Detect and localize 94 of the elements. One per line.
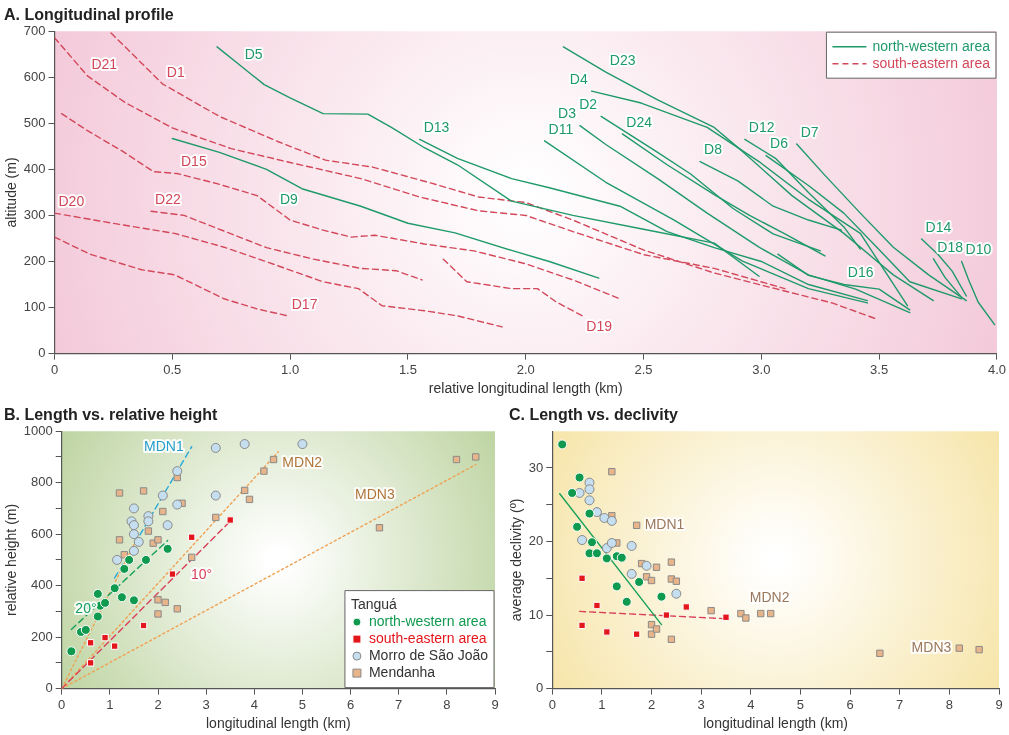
annotation: D10 xyxy=(965,241,992,258)
annotation: D23 xyxy=(609,52,636,69)
annotation: D3 xyxy=(558,105,577,122)
chart-title: B. Length vs. relative height xyxy=(4,406,219,424)
x-tick-label: 8 xyxy=(945,696,953,712)
annotation: MDN1 xyxy=(644,516,685,533)
annotation: 20° xyxy=(75,600,97,617)
annotation: MDN3 xyxy=(355,486,395,503)
annotation: D6 xyxy=(770,135,789,152)
legend-label: south-eastern area xyxy=(368,629,487,646)
annotation: D15 xyxy=(181,153,207,170)
x-axis-title: longitudinal length (km) xyxy=(205,715,351,732)
y-tick-label: 0 xyxy=(536,680,544,696)
x-tick-label: 7 xyxy=(896,696,904,712)
annotation: MDN2 xyxy=(282,453,323,470)
y-tick-label: 600 xyxy=(23,68,46,84)
annotation: D5 xyxy=(244,45,263,62)
x-tick-label: 6 xyxy=(346,696,355,712)
y-tick-label: 100 xyxy=(23,299,46,315)
y-axis-title: altitude (m) xyxy=(3,157,20,228)
annotation: D4 xyxy=(569,70,588,87)
x-axis-title: relative longitudinal length (km) xyxy=(428,380,623,397)
legend-label: north-western area xyxy=(368,612,487,629)
y-tick-label: 800 xyxy=(31,474,53,490)
legend-label: Mendanha xyxy=(368,663,436,680)
y-tick-label: 1000 xyxy=(23,422,53,438)
x-tick-label: 9 xyxy=(491,696,499,712)
annotation: D20 xyxy=(58,192,85,209)
y-tick-label: 300 xyxy=(23,207,46,223)
annotation: D9 xyxy=(279,190,299,207)
x-tick-label: 0 xyxy=(548,696,556,712)
chart-title: C. Length vs. declivity xyxy=(509,406,679,424)
x-tick-label: 4.0 xyxy=(987,361,1006,377)
x-tick-label: 1.5 xyxy=(398,361,417,377)
x-tick-label: 1 xyxy=(598,696,606,712)
x-tick-label: 3.0 xyxy=(752,361,771,377)
y-tick-label: 0 xyxy=(45,680,53,696)
annotation: D22 xyxy=(155,191,181,208)
y-tick-label: 600 xyxy=(31,525,53,541)
x-tick-label: 3 xyxy=(697,696,705,712)
annotation: D12 xyxy=(748,119,775,136)
x-tick-label: 3 xyxy=(202,696,210,712)
legend-title: Tanguá xyxy=(350,595,398,612)
legend-label: Morro de São João xyxy=(368,646,489,663)
x-tick-label: 5 xyxy=(298,696,307,712)
x-tick-label: 1 xyxy=(106,696,114,712)
annotation: D17 xyxy=(291,295,318,312)
y-tick-label: 500 xyxy=(23,114,46,130)
annotation: D2 xyxy=(579,96,598,113)
x-tick-label: 2 xyxy=(647,696,656,712)
y-tick-label: 400 xyxy=(23,160,46,176)
x-tick-label: 2 xyxy=(154,696,162,712)
chart-title: A. Longitudinal profile xyxy=(4,6,174,24)
y-tick-label: 20 xyxy=(528,533,544,549)
x-tick-label: 2.0 xyxy=(516,361,535,377)
x-tick-label: 0 xyxy=(58,696,66,712)
y-axis-title: relative height (m) xyxy=(3,503,20,616)
legend-label: south-eastern area xyxy=(872,54,991,71)
annotation: D18 xyxy=(937,238,964,255)
annotation: MDN2 xyxy=(749,588,790,605)
annotation: D24 xyxy=(626,113,653,130)
annotation: D13 xyxy=(423,119,450,136)
x-tick-label: 1.0 xyxy=(281,361,300,377)
x-tick-label: 9 xyxy=(995,696,1003,712)
annotation: D14 xyxy=(925,218,952,235)
y-axis-title: average declivity (º) xyxy=(508,498,525,622)
y-tick-label: 30 xyxy=(528,459,544,475)
x-tick-label: 2.5 xyxy=(634,361,653,377)
x-tick-label: 4 xyxy=(250,696,258,712)
x-axis-title: longitudinal length (km) xyxy=(703,715,849,732)
annotation: D21 xyxy=(91,55,118,72)
y-tick-label: 400 xyxy=(31,577,53,593)
y-tick-label: 10 xyxy=(528,606,544,622)
x-tick-label: 0.5 xyxy=(163,361,182,377)
y-tick-label: 200 xyxy=(23,253,46,269)
legend-label: north-western area xyxy=(872,37,991,54)
y-tick-label: 700 xyxy=(23,22,46,38)
annotation: D16 xyxy=(847,264,874,281)
x-tick-label: 7 xyxy=(395,696,403,712)
annotation: MDN1 xyxy=(144,437,184,454)
annotation: D7 xyxy=(800,123,819,140)
y-tick-label: 0 xyxy=(38,345,46,361)
x-tick-label: 6 xyxy=(846,696,854,712)
x-tick-label: 3.5 xyxy=(870,361,889,377)
annotation: D1 xyxy=(166,64,185,81)
x-tick-label: 8 xyxy=(443,696,451,712)
x-tick-label: 5 xyxy=(796,696,805,712)
x-tick-label: 4 xyxy=(747,696,755,712)
annotation: D11 xyxy=(548,120,574,137)
annotation: D19 xyxy=(586,317,613,334)
annotation: D8 xyxy=(704,141,723,158)
annotation: 10° xyxy=(190,566,213,583)
y-tick-label: 200 xyxy=(31,628,53,644)
annotation: MDN3 xyxy=(911,639,952,656)
